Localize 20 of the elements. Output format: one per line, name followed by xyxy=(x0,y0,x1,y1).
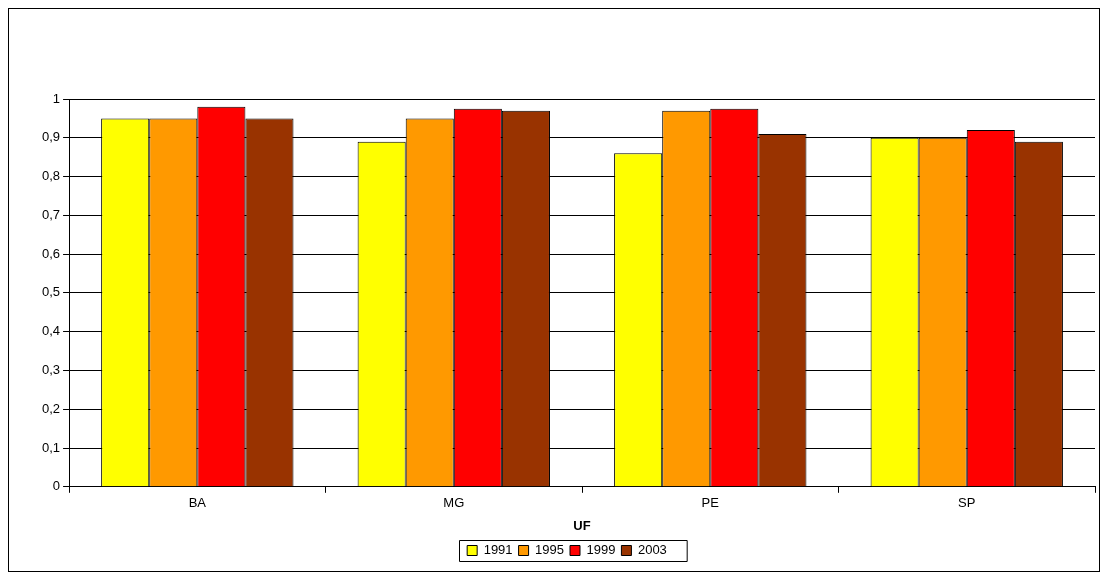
x-axis-title: UF xyxy=(573,517,591,533)
y-tick-label: 0,3 xyxy=(41,362,61,378)
y-tick-label: 0,9 xyxy=(41,129,61,145)
y-tick-label: 0,6 xyxy=(41,245,61,261)
y-tick-label: 0,1 xyxy=(41,439,61,455)
y-tick-label: 0,2 xyxy=(41,400,61,416)
legend-label: 2003 xyxy=(637,542,667,558)
y-tick-label: 0,4 xyxy=(41,323,61,339)
y-tick-label: 0,7 xyxy=(41,206,61,222)
legend-label: 1991 xyxy=(483,542,513,558)
x-tick-label: SP xyxy=(958,495,976,511)
x-tick-label: BA xyxy=(188,495,207,511)
y-tick-label: 0,8 xyxy=(41,168,61,184)
y-tick-label: 0,5 xyxy=(41,284,61,300)
legend-label: 1995 xyxy=(535,542,564,558)
y-tick-label: 0 xyxy=(52,478,61,494)
y-tick-label: 1 xyxy=(52,90,61,106)
legend-label: 1999 xyxy=(586,542,616,558)
x-tick-label: PE xyxy=(701,495,720,511)
x-tick-label: MG xyxy=(443,495,465,511)
